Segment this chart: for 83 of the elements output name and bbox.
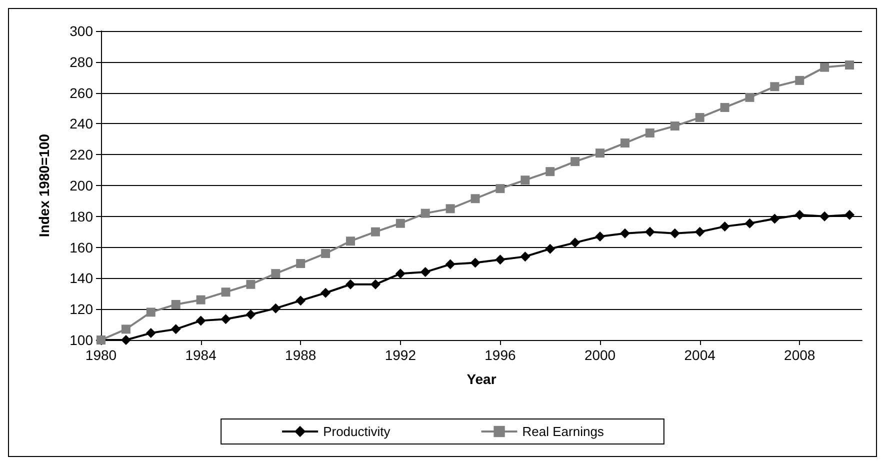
point: [270, 303, 281, 314]
point: [170, 324, 181, 334]
point: [794, 210, 805, 220]
y-tick-label: 100: [70, 332, 94, 348]
point: [321, 248, 330, 258]
point: [220, 314, 231, 324]
point: [221, 288, 230, 297]
point: [420, 267, 430, 278]
point: [644, 226, 655, 237]
point: [420, 208, 430, 218]
x-tick-label: 1996: [484, 347, 516, 363]
point: [320, 288, 331, 298]
point: [396, 218, 405, 228]
point: [770, 82, 780, 92]
point: [495, 254, 506, 265]
y-tick-label: 240: [70, 116, 94, 132]
y-tick-label: 300: [70, 23, 94, 39]
point: [370, 279, 380, 290]
point: [121, 324, 130, 334]
point: [845, 60, 854, 70]
point: [545, 244, 556, 254]
point: [271, 269, 280, 278]
y-axis-title: Index 1980=100: [36, 134, 52, 238]
y-tick-label: 280: [70, 54, 94, 70]
point: [820, 62, 830, 72]
point: [296, 296, 306, 306]
x-tick-label: 1984: [185, 347, 217, 363]
point: [196, 295, 206, 304]
point: [246, 280, 256, 289]
point: [720, 102, 730, 112]
legend-label: Real Earnings: [522, 424, 604, 439]
x-axis-title: Year: [466, 371, 497, 387]
point: [795, 76, 804, 85]
point: [670, 228, 680, 238]
point: [595, 231, 606, 242]
point: [645, 128, 654, 138]
point: [496, 184, 505, 194]
point: [745, 92, 754, 102]
point: [520, 252, 530, 262]
point: [346, 279, 356, 290]
point: [570, 157, 580, 166]
point: [546, 167, 555, 176]
y-tick-label: 160: [70, 239, 94, 256]
point: [620, 138, 630, 148]
point: [246, 310, 256, 320]
x-tick-label: 1992: [384, 347, 416, 363]
point: [395, 268, 406, 279]
point: [470, 258, 480, 268]
x-tick-label: 2004: [684, 347, 716, 363]
y-tick-label: 140: [70, 270, 94, 286]
point: [146, 308, 156, 317]
point: [620, 228, 630, 238]
point: [120, 335, 131, 345]
point: [171, 300, 180, 309]
point: [670, 122, 680, 131]
y-tick-label: 200: [70, 178, 94, 194]
x-tick-label: 1988: [285, 347, 316, 363]
y-tick-label: 180: [70, 208, 94, 224]
x-tick-label: 1980: [85, 347, 117, 363]
point: [596, 148, 605, 158]
point: [770, 214, 780, 224]
point: [446, 204, 455, 214]
point: [570, 238, 580, 248]
point: [694, 226, 705, 237]
point: [196, 316, 206, 326]
point: [346, 236, 356, 246]
point: [445, 259, 456, 270]
point: [695, 113, 704, 122]
point: [720, 221, 730, 232]
y-tick-label: 120: [70, 301, 94, 318]
x-tick-label: 2000: [584, 347, 616, 363]
point: [370, 227, 380, 236]
point: [296, 259, 306, 268]
y-tick-label: 260: [70, 84, 94, 101]
point: [146, 328, 156, 338]
legend-label: Productivity: [323, 424, 391, 439]
y-tick-label: 220: [70, 146, 94, 163]
point: [744, 218, 755, 228]
point: [820, 211, 830, 222]
x-tick-label: 2008: [784, 347, 816, 363]
point: [470, 194, 480, 204]
point: [520, 176, 530, 185]
point: [844, 210, 855, 220]
